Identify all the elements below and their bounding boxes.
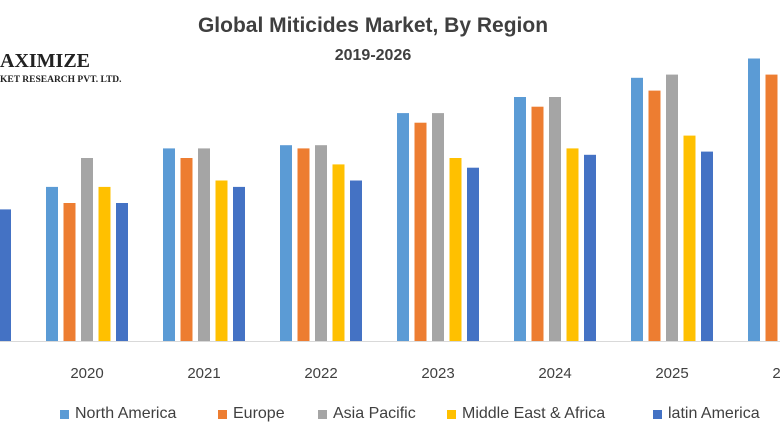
bar-latin-america-2021 bbox=[233, 186, 245, 341]
bar-europe-2021 bbox=[180, 158, 193, 341]
legend-label: Europe bbox=[233, 405, 285, 422]
bar-europe-2024 bbox=[531, 106, 544, 341]
bar-asia-pacific-2020 bbox=[81, 158, 93, 341]
legend-label: latin America bbox=[668, 405, 760, 422]
x-tick-label-2025: 2025 bbox=[655, 365, 688, 382]
legend-swatch bbox=[60, 409, 69, 419]
x-tick-label-2020: 2020 bbox=[70, 365, 103, 382]
legend-swatch bbox=[318, 409, 327, 419]
bar-middle-east-africa-2020 bbox=[98, 186, 111, 341]
bar-europe-2022 bbox=[297, 148, 310, 341]
bar-europe-2026 bbox=[765, 74, 778, 341]
bar-europe-2023 bbox=[414, 122, 427, 341]
legend-swatch bbox=[653, 409, 662, 419]
bar-middle-east-africa-2024 bbox=[566, 148, 579, 341]
bar-middle-east-africa-2023 bbox=[449, 158, 462, 341]
bar-middle-east-africa-2025 bbox=[683, 135, 696, 341]
company-logo-name: AXIMIZE bbox=[0, 50, 91, 72]
bar-asia-pacific-2024 bbox=[549, 97, 561, 341]
bar-asia-pacific-2025 bbox=[666, 74, 678, 341]
chart-title: Global Miticides Market, By Region bbox=[197, 14, 549, 37]
legend-item-north-america: North America bbox=[60, 405, 176, 423]
bar-latin-america-2022 bbox=[350, 180, 362, 341]
bar-middle-east-africa-2021 bbox=[215, 180, 228, 341]
legend-item-europe: Europe bbox=[218, 405, 285, 423]
x-tick-label-2023: 2023 bbox=[421, 365, 454, 382]
bar-latin-america-2025 bbox=[701, 151, 713, 341]
legend-label: North America bbox=[75, 405, 177, 422]
bar-latin-america-2023 bbox=[467, 167, 479, 341]
x-tick-label-2021: 2021 bbox=[187, 365, 220, 382]
chart-subtitle: 2019-2026 bbox=[334, 47, 412, 64]
bar-north-america-2023 bbox=[397, 113, 409, 341]
legend-swatch bbox=[447, 409, 456, 419]
bar-north-america-2021 bbox=[163, 148, 175, 341]
company-logo-tagline: KET RESEARCH PVT. LTD. bbox=[0, 75, 122, 85]
legend-label: Asia Pacific bbox=[333, 405, 416, 422]
bar-latin-america-2024 bbox=[584, 154, 596, 341]
bar-middle-east-africa-2022 bbox=[332, 164, 345, 341]
bar-latin-america-2020 bbox=[116, 203, 128, 341]
bar-north-america-2026 bbox=[748, 58, 760, 341]
bar-asia-pacific-2021 bbox=[198, 148, 210, 341]
bar-latin-america-2019 bbox=[0, 209, 11, 341]
bar-asia-pacific-2023 bbox=[432, 113, 444, 341]
x-tick-label-2026: 2026 bbox=[772, 365, 780, 382]
bar-chart: 20192020202120222023202420252026 bbox=[0, 58, 780, 382]
bar-europe-2025 bbox=[648, 90, 661, 341]
legend-label: Middle East & Africa bbox=[462, 405, 606, 422]
legend-item-middle-east-africa: Middle East & Africa bbox=[447, 405, 605, 423]
bar-north-america-2020 bbox=[46, 186, 58, 341]
bar-north-america-2025 bbox=[631, 77, 643, 342]
legend-swatch bbox=[218, 409, 227, 419]
x-tick-label-2022: 2022 bbox=[304, 365, 337, 382]
chart-legend: North America Europe Asia Pacific Middle Ea… bbox=[0, 405, 780, 429]
legend-item-asia-pacific: Asia Pacific bbox=[318, 405, 416, 423]
bar-north-america-2022 bbox=[280, 145, 292, 341]
x-tick-label-2024: 2024 bbox=[538, 365, 571, 382]
bar-asia-pacific-2022 bbox=[315, 145, 327, 341]
bar-north-america-2024 bbox=[514, 97, 526, 341]
legend-item-latin-america: latin America bbox=[653, 405, 760, 423]
bar-europe-2020 bbox=[63, 203, 76, 341]
